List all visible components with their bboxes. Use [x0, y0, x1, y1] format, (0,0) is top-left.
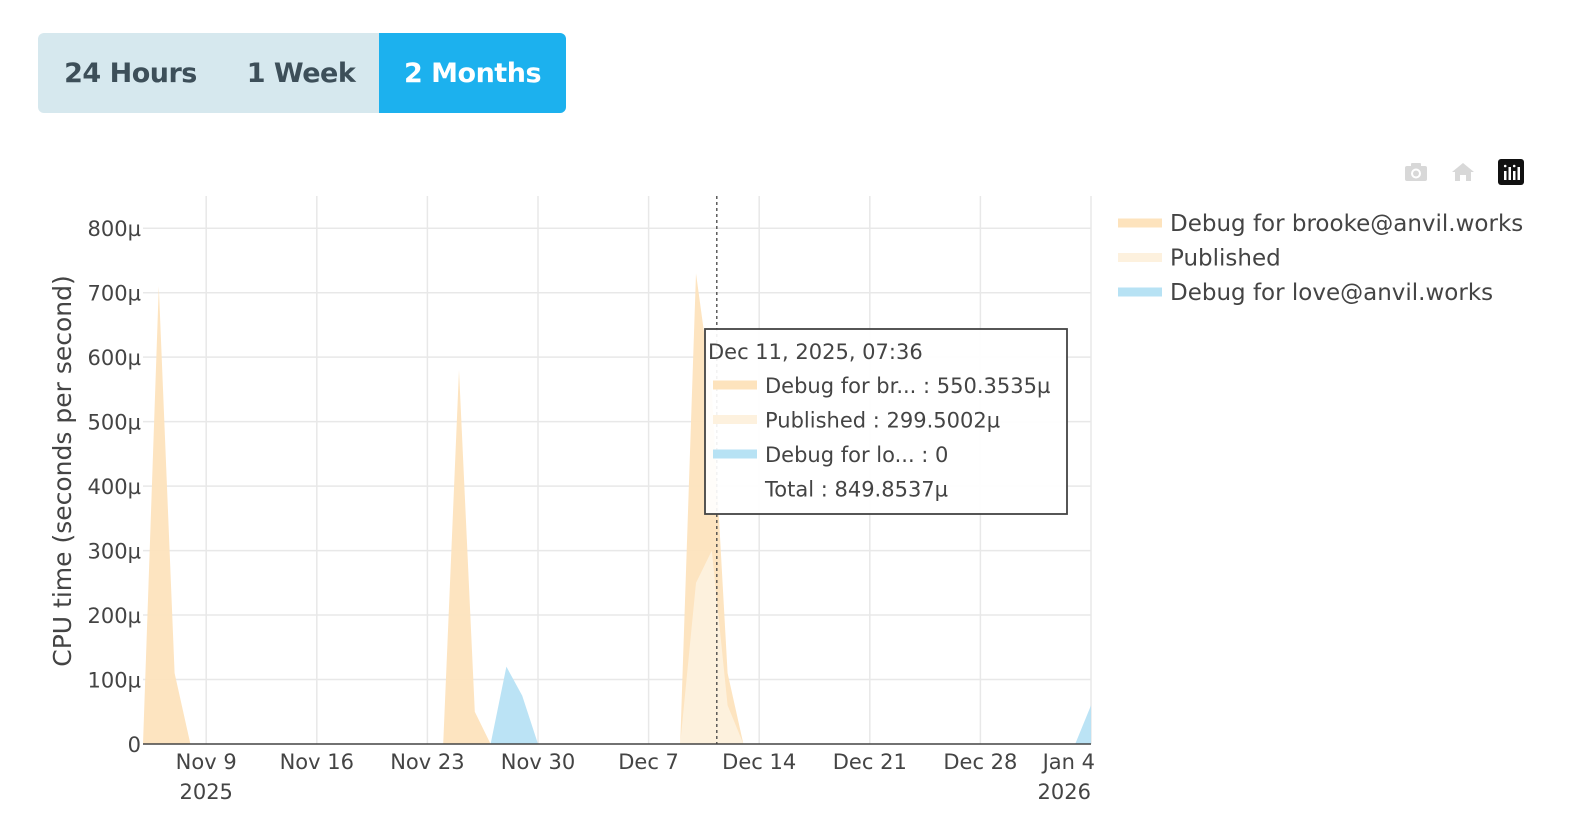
- tooltip-box: [704, 328, 1068, 515]
- y-tick-label: 600µ: [88, 346, 141, 370]
- x-tick-label: Dec 21: [833, 750, 907, 774]
- tooltip-title: Dec 11, 2025, 07:36: [708, 340, 923, 364]
- x-axis-ticks: Nov 9 2025 Nov 16 Nov 23 Nov 30 Dec 7 Dec 14 De…: [176, 750, 1095, 804]
- x-tick-label: Nov 16: [280, 750, 354, 774]
- y-axis-title: CPU time (seconds per second): [48, 275, 77, 666]
- y-tick-label: 400µ: [88, 475, 141, 499]
- y-tick-label: 700µ: [88, 282, 141, 306]
- area-series-2: [143, 666, 1091, 744]
- chart-modebar: [1400, 158, 1530, 186]
- x-tick-label: Dec 7: [618, 750, 679, 774]
- x-tick-label: Dec 28: [943, 750, 1017, 774]
- area-series-1: [143, 550, 1091, 744]
- range-24-hours-button[interactable]: 24 Hours: [38, 33, 223, 113]
- camera-icon[interactable]: [1402, 158, 1430, 186]
- tooltip-row-label: Total : 849.8537µ: [764, 478, 948, 502]
- legend-item-label: Debug for love@anvil.works: [1170, 280, 1493, 306]
- home-icon[interactable]: [1449, 158, 1477, 186]
- x-tick-label: Nov 23: [390, 750, 464, 774]
- x-tick-year-label: 2026: [1038, 780, 1091, 804]
- legend-item-label: Published: [1170, 246, 1281, 272]
- tooltip-row-label: Published : 299.5002µ: [765, 409, 1000, 433]
- y-tick-label: 100µ: [88, 669, 141, 693]
- tooltip-row-label: Debug for br... : 550.3535µ: [765, 374, 1050, 398]
- x-tick-label: Jan 4: [1041, 750, 1095, 774]
- hover-tooltip: Dec 11, 2025, 07:36 Debug for br... : 550…: [704, 328, 1068, 515]
- range-1-week-button[interactable]: 1 Week: [223, 33, 379, 113]
- y-tick-label: 800µ: [88, 217, 141, 241]
- y-tick-label: 300µ: [88, 540, 141, 564]
- y-tick-label: 0: [128, 733, 141, 757]
- plotly-logo-icon[interactable]: [1497, 158, 1525, 186]
- y-tick-label: 500µ: [88, 411, 141, 435]
- time-range-selector: 24 Hours 1 Week 2 Months: [38, 33, 566, 113]
- range-2-months-button[interactable]: 2 Months: [379, 33, 566, 113]
- x-tick-label: Dec 14: [722, 750, 796, 774]
- legend-item-label: Debug for brooke@anvil.works: [1170, 211, 1523, 237]
- x-tick-label: Nov 30: [501, 750, 575, 774]
- chart-legend: Debug for brooke@anvil.works Published Deb…: [1118, 211, 1523, 306]
- x-tick-label: Nov 9: [176, 750, 237, 774]
- y-axis-ticks: 0 100µ 200µ 300µ 400µ 500µ 600µ 700µ 800µ: [88, 217, 141, 757]
- tooltip-row-label: Debug for lo... : 0: [765, 443, 948, 467]
- y-tick-label: 200µ: [88, 604, 141, 628]
- x-tick-year-label: 2025: [179, 780, 232, 804]
